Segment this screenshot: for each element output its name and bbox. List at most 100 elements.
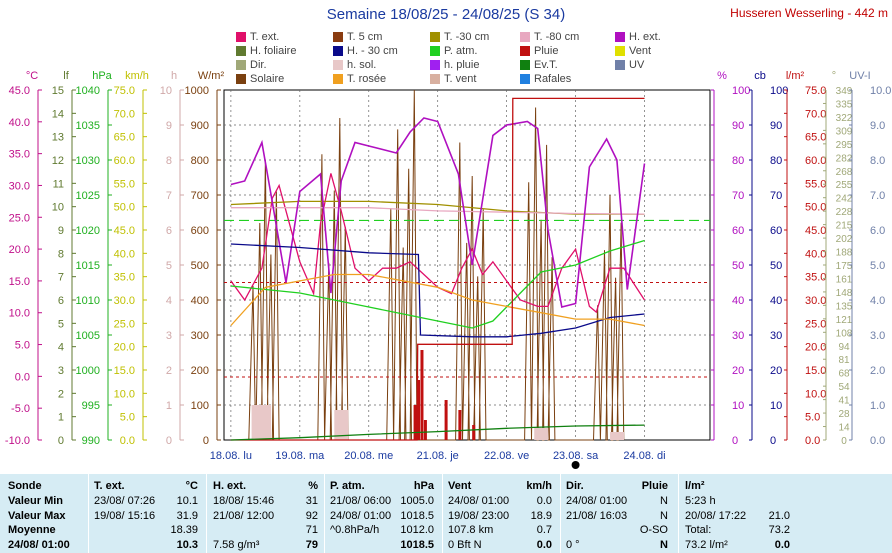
axis-tick-label: 148: [836, 288, 853, 299]
axis-tick-label: -10.0: [5, 435, 30, 447]
axis-tick-label: 13: [52, 132, 64, 144]
axis-tick-label: 0: [166, 435, 172, 447]
rain-bar: [420, 350, 424, 440]
axis-tick-label: 25.0: [9, 212, 30, 224]
axis-unit: W/m²: [198, 70, 225, 82]
axis-tick-label: 3: [58, 365, 64, 377]
sunshine-bar: [610, 432, 625, 440]
series-line-3: [230, 117, 646, 308]
axis-tick-label: 9.0: [870, 120, 885, 132]
axis-tick-label: 1015: [76, 260, 100, 272]
axis-tick-label: 100: [191, 400, 209, 412]
legend-label: Ev.T.: [534, 59, 558, 71]
axis-tick-label: 54: [838, 382, 850, 393]
axis-tick-label: 68: [838, 369, 850, 380]
day-marker: [571, 461, 580, 469]
axis-tick-label: 1010: [76, 295, 100, 307]
axis-tick-label: 60.0: [114, 155, 135, 167]
legend-label: h. sol.: [347, 59, 377, 71]
axis-tick-label: 55.0: [114, 178, 135, 190]
axis-tick-label: 60: [732, 225, 744, 237]
axis-tick-label: 4: [58, 342, 64, 354]
table-divider: [442, 474, 443, 553]
axis-tick-label: 295: [836, 140, 853, 151]
axis-tick-label: 20.0: [805, 342, 826, 354]
axis-unit: km/h: [125, 70, 149, 82]
legend-swatch: [236, 32, 246, 42]
axis-tick-label: 349: [836, 86, 853, 97]
table-cell: 20/08/ 17:22: [685, 509, 747, 522]
axis-tick-label: 10: [160, 85, 172, 97]
axis-tick-label: 45.0: [805, 225, 826, 237]
legend-swatch: [333, 32, 343, 42]
axis-tick-label: 30.0: [805, 295, 826, 307]
axis-tick-label: 5.0: [805, 412, 820, 424]
legend-item: Pluie: [520, 45, 558, 57]
table-cell: 24/08/ 01:00: [8, 538, 70, 551]
axis-tick-label: 322: [836, 113, 853, 124]
axis-tick-label: 7: [58, 272, 64, 284]
axis-tick-label: 65.0: [114, 132, 135, 144]
axis-tick-label: 50: [732, 260, 744, 272]
axis-tick-label: 200: [191, 365, 209, 377]
axis-tick-label: 12: [52, 155, 64, 167]
axis-tick-label: 10.0: [114, 388, 135, 400]
legend-swatch: [430, 74, 440, 84]
series-line-6: [230, 273, 645, 327]
table-header: Dir.: [566, 480, 584, 492]
axis-tick-label: 800: [191, 155, 209, 167]
axis-tick-label: 242: [836, 194, 853, 205]
axis-unit: cb: [754, 70, 766, 82]
series-line-5: [230, 239, 645, 329]
chart-canvas: °C45.040.035.030.025.020.015.010.05.00.0…: [5, 70, 891, 469]
axis-tick-label: 0: [841, 436, 847, 447]
axis-tick-label: 2: [166, 365, 172, 377]
table-cell: 0.7: [536, 524, 552, 536]
axis-tick-label: 45.0: [114, 225, 135, 237]
axis-tick-label: 10: [732, 400, 744, 412]
legend-item: H. ext.: [615, 31, 661, 43]
axis-tick-label: 1035: [76, 120, 100, 132]
axis-tick-label: 0: [203, 435, 209, 447]
table-cell: 10.3: [176, 538, 198, 551]
rain-bar: [444, 400, 448, 440]
axis-tick-label: 0.0: [120, 435, 135, 447]
legend-label: h. pluie: [444, 59, 480, 71]
legend-label: H. - 30 cm: [347, 45, 398, 57]
legend-swatch: [333, 46, 343, 56]
axis-tick-label: 600: [191, 225, 209, 237]
axis-tick-label: 6: [58, 295, 64, 307]
table-cell: 71: [305, 524, 318, 536]
axis-tick-label: 990: [82, 435, 100, 447]
axis-tick-label: 175: [836, 261, 853, 272]
axis-tick-label: 40: [770, 295, 782, 307]
axis-tick-label: 4.0: [870, 295, 885, 307]
legend-swatch: [333, 60, 343, 70]
axis-tick-label: 60.0: [805, 155, 826, 167]
table-cell: Valeur Min: [8, 495, 64, 507]
table-cell: 21.0: [768, 509, 790, 522]
axis-tick-label: 35.0: [9, 149, 30, 161]
x-tick-label: 24.08. di: [623, 450, 665, 462]
axis-tick-label: 335: [836, 99, 853, 110]
table-cell: 24/08/ 01:00: [330, 509, 392, 522]
axis-tick-label: 35.0: [114, 272, 135, 284]
axis-tick-label: 5: [58, 318, 64, 330]
axis-tick-label: 20: [732, 365, 744, 377]
table-cell: 73.2: [768, 524, 790, 536]
axis-tick-label: 1005: [76, 330, 100, 342]
axis-tick-label: 121: [836, 315, 853, 326]
table-cell: Moyenne: [8, 524, 56, 536]
axis-tick-label: 80: [770, 155, 782, 167]
axis-tick-label: 100: [732, 85, 750, 97]
legend-swatch: [520, 32, 530, 42]
axis-tick-label: 7.0: [870, 190, 885, 202]
axis-tick-label: 0.0: [15, 371, 30, 383]
axis-tick-label: 94: [838, 342, 850, 353]
legend-item: Rafales: [520, 73, 571, 85]
axis-tick-label: 1025: [76, 190, 100, 202]
axis-tick-label: 1.0: [870, 400, 885, 412]
axis-tick-label: 70: [770, 190, 782, 202]
axis-tick-label: 30.0: [114, 295, 135, 307]
axis-tick-label: 20.0: [9, 244, 30, 256]
